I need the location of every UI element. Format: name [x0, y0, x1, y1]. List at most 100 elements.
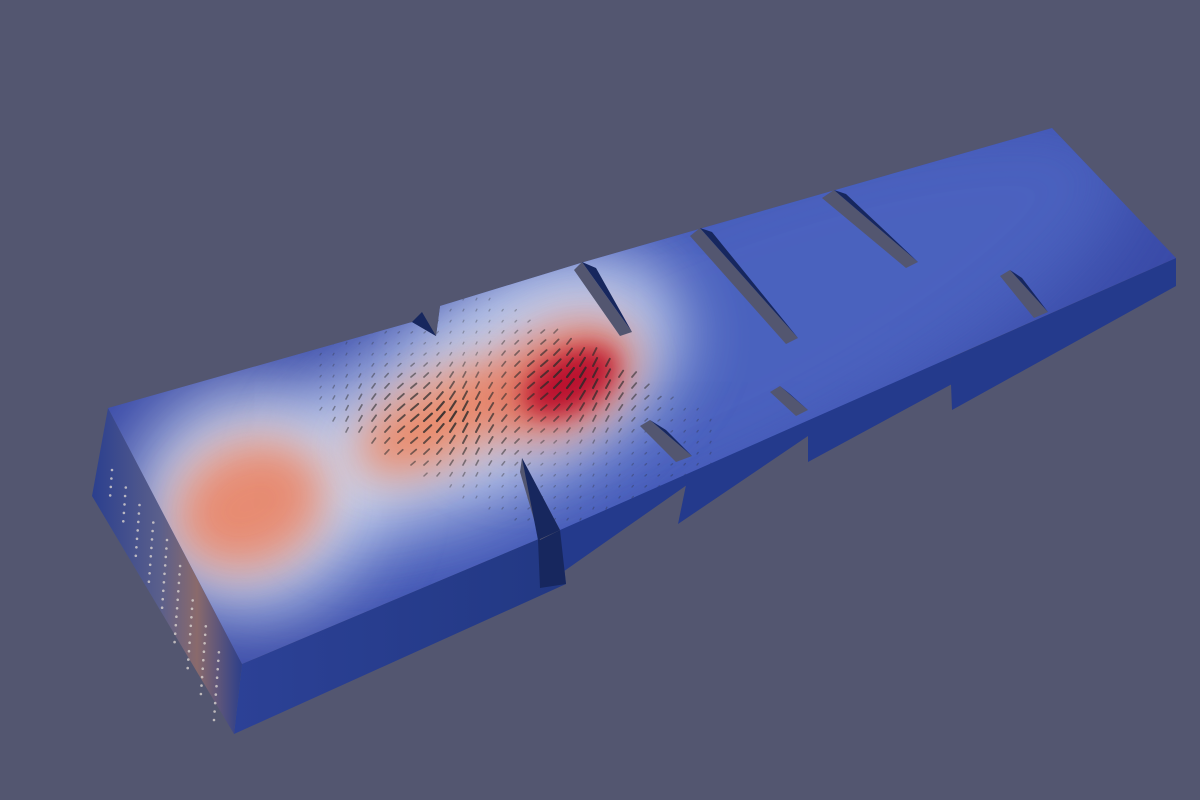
end-glyph: [186, 666, 189, 670]
field-arrow: [371, 414, 377, 422]
field-arrow: [371, 372, 376, 378]
end-glyph: [124, 486, 128, 489]
field-arrow: [397, 392, 405, 400]
field-arrow: [553, 338, 560, 345]
field-arrow: [553, 403, 561, 411]
field-arrow: [514, 484, 518, 488]
field-arrow: [592, 390, 599, 400]
field-arrow: [501, 340, 506, 345]
field-arrow: [475, 319, 478, 323]
field-arrow: [618, 369, 625, 378]
field-arrow: [384, 414, 392, 422]
field-arrow: [605, 462, 608, 466]
field-arrow: [696, 440, 699, 444]
field-arrow: [592, 473, 595, 477]
field-arrow: [358, 393, 363, 400]
field-arrow: [631, 484, 634, 488]
end-glyph: [213, 710, 216, 713]
field-arrow: [527, 518, 531, 521]
end-glyph: [122, 520, 125, 523]
field-arrow: [514, 349, 521, 356]
field-arrow: [579, 506, 582, 510]
field-arrow: [345, 352, 348, 356]
end-glyph: [165, 538, 169, 542]
field-arrow: [631, 371, 638, 378]
field-arrow: [462, 319, 465, 323]
field-arrow: [488, 424, 495, 433]
field-arrow: [319, 406, 323, 411]
field-arrow: [436, 341, 439, 345]
field-arrow: [553, 348, 561, 356]
field-arrow: [553, 473, 557, 477]
field-arrow: [565, 366, 576, 379]
field-arrow: [514, 308, 518, 312]
end-glyph: [150, 546, 153, 550]
field-arrow: [384, 425, 392, 433]
field-arrow: [527, 339, 534, 345]
field-arrow: [709, 451, 712, 455]
field-arrow: [462, 361, 466, 367]
field-arrow: [436, 435, 444, 444]
end-glyph: [122, 511, 126, 515]
field-arrow: [488, 340, 492, 345]
field-arrow: [552, 358, 562, 368]
field-arrow: [449, 361, 454, 367]
field-hot-center: [356, 364, 524, 476]
field-arrow: [644, 394, 650, 400]
field-arrow: [319, 374, 322, 378]
field-arrow: [683, 462, 686, 466]
field-arrow: [657, 395, 662, 400]
field-arrow: [462, 484, 465, 488]
field-arrow: [566, 439, 570, 444]
field-arrow: [592, 506, 595, 510]
end-glyph: [176, 598, 179, 602]
field-arrow: [553, 328, 559, 334]
field-arrow: [449, 319, 452, 323]
field-arrow: [422, 412, 433, 423]
field-arrow: [384, 382, 390, 389]
field-arrow: [540, 439, 545, 444]
field-arrow: [371, 382, 376, 389]
field-arrow: [670, 419, 674, 422]
field-arrow: [683, 418, 686, 422]
field-arrow: [605, 506, 608, 510]
field-arrow: [410, 448, 418, 455]
field-arrow: [475, 381, 480, 389]
field-arrow: [397, 352, 401, 356]
end-glyph: [164, 555, 168, 559]
field-arrow: [618, 462, 621, 466]
field-arrow: [384, 341, 388, 345]
field-arrow: [514, 382, 521, 389]
field-arrow: [345, 373, 348, 378]
end-glyph: [178, 573, 181, 576]
end-glyph: [152, 521, 155, 524]
field-arrow: [618, 451, 621, 455]
end-glyph: [203, 633, 207, 637]
field-arrow: [449, 434, 456, 444]
field-arrow: [527, 393, 535, 400]
field-arrow: [605, 427, 609, 433]
field-arrow: [436, 330, 439, 334]
field-arrow: [539, 369, 550, 379]
field-arrow: [579, 427, 584, 433]
field-arrow: [488, 506, 491, 510]
field-arrow: [618, 392, 624, 400]
field-arrow: [501, 308, 504, 312]
field-arrow: [475, 351, 479, 356]
field-arrow: [462, 434, 468, 444]
field-arrow: [475, 297, 478, 301]
field-arrow: [436, 371, 442, 378]
end-glyph: [135, 546, 138, 549]
field-arrow: [540, 392, 549, 400]
field-arrow: [384, 448, 390, 455]
field-arrow: [422, 424, 433, 434]
field-arrow: [657, 407, 662, 411]
field-arrow: [371, 352, 374, 356]
field-arrow: [435, 391, 444, 401]
end-glyph: [203, 642, 206, 645]
end-glyph: [190, 616, 193, 619]
field-arrow: [644, 484, 648, 488]
field-arrow: [578, 389, 586, 401]
